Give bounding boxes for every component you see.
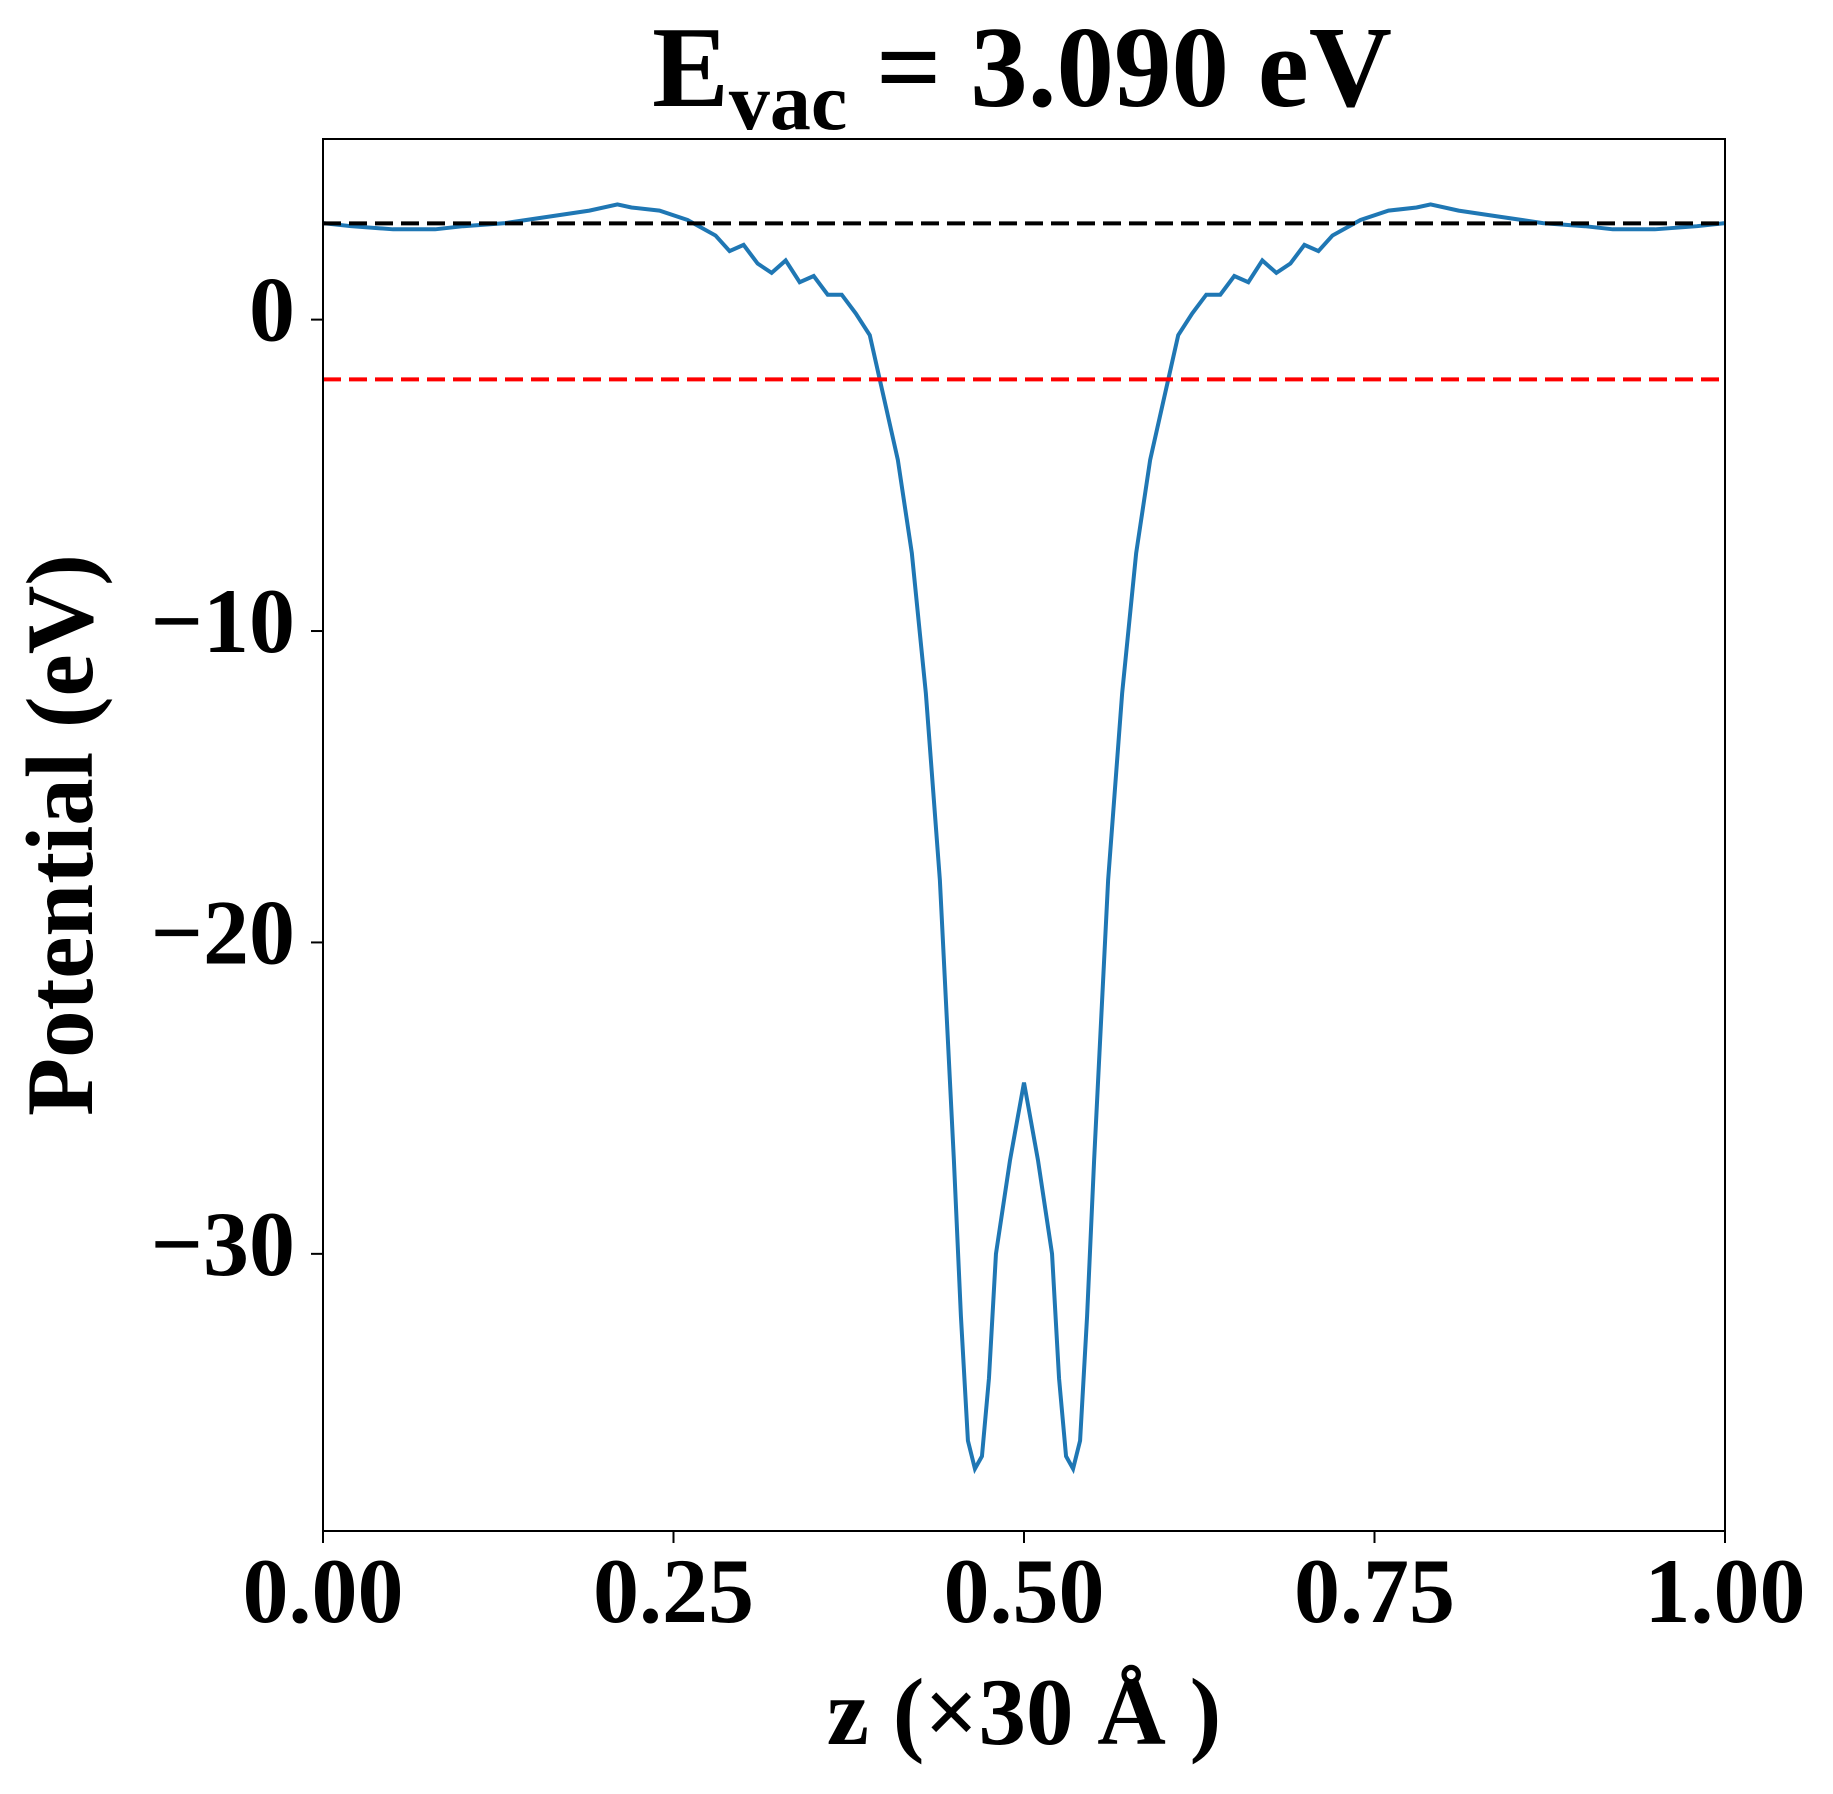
x-tick-label: 0.75: [1294, 1540, 1455, 1642]
x-tick-label: 0.25: [593, 1540, 754, 1642]
y-tick-label: −20: [151, 882, 295, 984]
x-tick-label: 1.00: [1645, 1540, 1806, 1642]
x-tick-label: 0.00: [243, 1540, 404, 1642]
y-axis-label: Potential (eV): [7, 554, 113, 1116]
title-subscript: vac: [729, 56, 847, 147]
x-tick-label: 0.50: [944, 1540, 1105, 1642]
chart-title: Evac = 3.090 eV: [652, 4, 1392, 146]
plot-frame: [322, 138, 1726, 1532]
y-tick-label: 0: [249, 259, 295, 361]
title-suffix: = 3.090 eV: [847, 4, 1392, 131]
y-tick-label: −10: [151, 570, 295, 672]
data-line: [322, 202, 1726, 1475]
y-tick-label: −30: [151, 1193, 295, 1295]
x-axis-label: z (×30 Å ): [827, 1659, 1221, 1765]
title-main: E: [652, 4, 729, 131]
